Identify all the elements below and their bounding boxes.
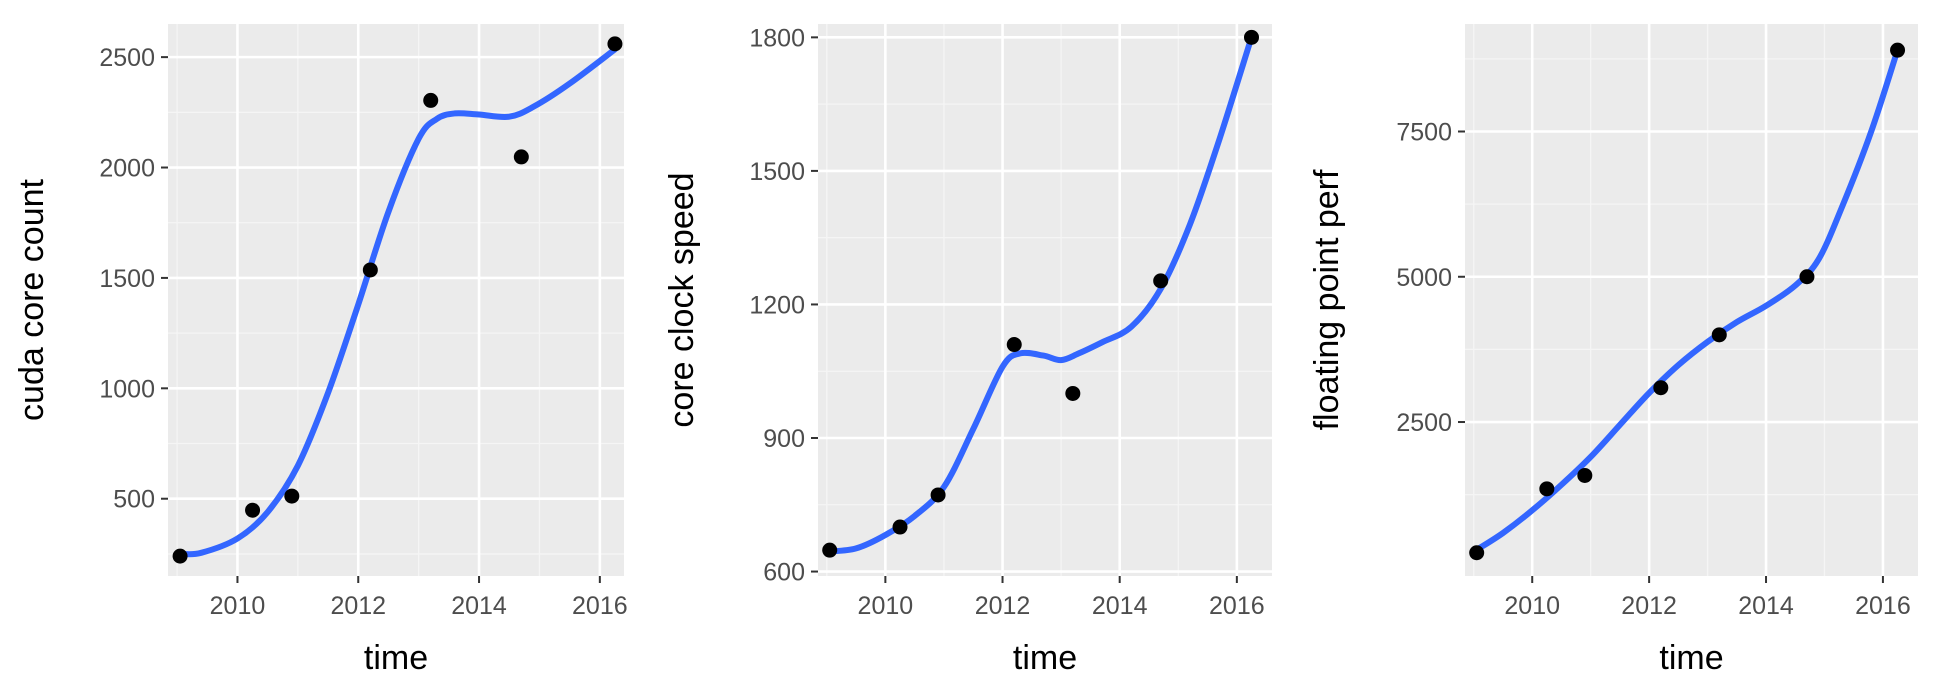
smooth-trend-line (1473, 47, 1901, 553)
y-tick-label: 2000 (99, 155, 155, 183)
x-axis-title: time (1013, 639, 1077, 677)
panel-background (168, 24, 624, 576)
x-tick-label: 2016 (1209, 592, 1265, 620)
y-tick-label: 900 (763, 425, 805, 453)
data-point (245, 502, 261, 518)
data-point (1065, 385, 1081, 401)
smooth-trend-line (826, 34, 1255, 555)
y-tick-label: 1800 (749, 24, 805, 52)
x-tick-label: 2016 (1855, 592, 1911, 620)
x-tick-label: 2010 (858, 592, 914, 620)
x-tick-label: 2014 (1092, 592, 1148, 620)
data-point (1243, 29, 1259, 45)
data-point (172, 548, 188, 564)
y-tick-label: 500 (113, 486, 155, 514)
y-tick-label: 1200 (749, 291, 805, 319)
x-tick-label: 2010 (1504, 592, 1560, 620)
y-axis-title: cuda core count (13, 178, 51, 420)
y-axis-title: core clock speed (663, 172, 701, 427)
data-point (892, 519, 908, 535)
data-point (1539, 481, 1555, 497)
y-tick-label: 1500 (749, 158, 805, 186)
x-tick-label: 2012 (1621, 592, 1677, 620)
data-point (1153, 273, 1169, 289)
data-point (423, 92, 439, 108)
panel-background (818, 24, 1272, 576)
x-tick-label: 2010 (210, 592, 266, 620)
smooth-trend-line (177, 46, 618, 558)
chart-panel-2: 2010 2012 2014 2016 600 900 1200 1500 1800 time co… (663, 24, 1272, 677)
y-tick-label: 7500 (1396, 118, 1452, 146)
data-point (1890, 42, 1906, 58)
y-tick-label: 2500 (99, 44, 155, 72)
data-point (284, 488, 300, 504)
y-tick-label: 1500 (99, 265, 155, 293)
data-point (822, 542, 838, 558)
data-point (930, 487, 946, 503)
data-point (607, 36, 623, 52)
x-tick-label: 2012 (330, 592, 386, 620)
panel-background (1465, 24, 1918, 576)
data-point (1799, 269, 1815, 285)
chart-panel-3: 2010 2012 2014 2016 2500 5000 7500 time floating… (1308, 24, 1918, 677)
data-point (1577, 467, 1593, 483)
y-tick-label: 2500 (1396, 409, 1452, 437)
chart-panel-1: 2010 2012 2014 2016 500 1000 1500 2000 2500 time c… (13, 24, 628, 677)
y-tick-label: 5000 (1396, 264, 1452, 292)
y-tick-label: 1000 (99, 375, 155, 403)
data-point (513, 149, 529, 165)
y-axis-title: floating point perf (1308, 169, 1346, 430)
data-point (1006, 337, 1022, 353)
x-axis-title: time (364, 639, 428, 677)
x-tick-label: 2016 (572, 592, 628, 620)
x-axis-title: time (1659, 639, 1723, 677)
data-point (1653, 380, 1669, 396)
data-point (1469, 545, 1485, 561)
data-point (362, 262, 378, 278)
x-tick-label: 2014 (451, 592, 507, 620)
x-tick-label: 2012 (975, 592, 1031, 620)
data-point (1711, 327, 1727, 343)
y-tick-label: 600 (763, 559, 805, 587)
x-tick-label: 2014 (1738, 592, 1794, 620)
